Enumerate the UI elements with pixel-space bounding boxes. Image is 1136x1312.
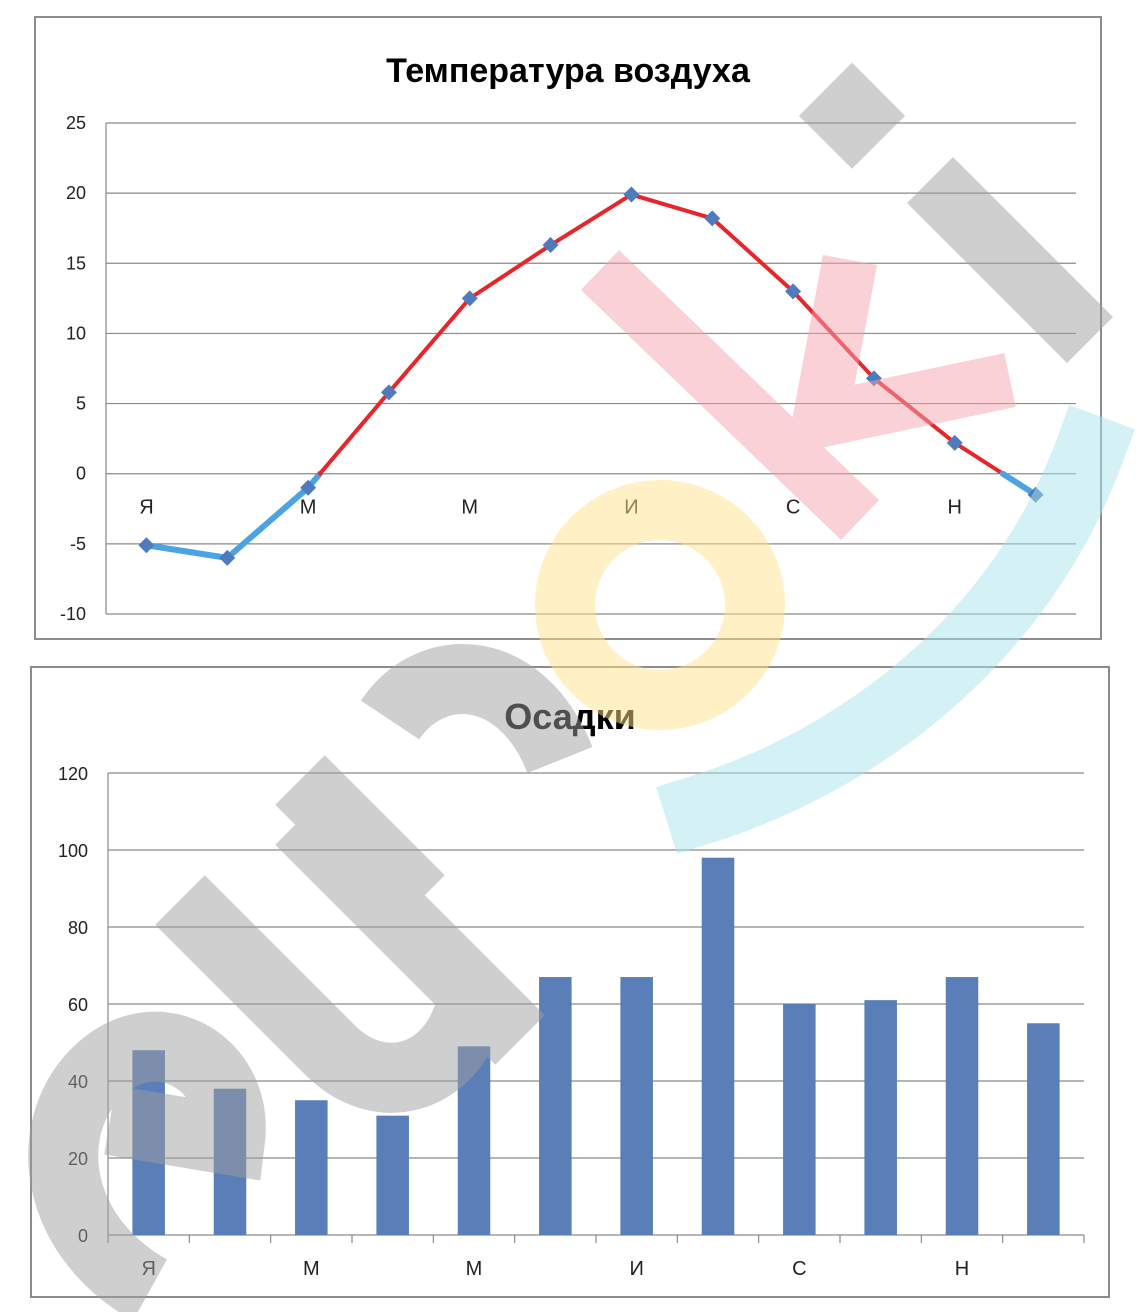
line-segment-above-zero bbox=[710, 216, 796, 294]
x-tick-label: С bbox=[786, 497, 800, 519]
line-segment-below-zero bbox=[224, 484, 312, 561]
chart-title: Температура воздуха bbox=[386, 52, 750, 90]
x-tick-label: Н bbox=[948, 497, 962, 519]
y-tick-label: -5 bbox=[70, 534, 86, 554]
x-tick-label: Я bbox=[139, 497, 153, 519]
line-segment-above-zero bbox=[629, 192, 715, 221]
bar bbox=[620, 977, 653, 1235]
temperature-chart-panel: Температура воздуха 25 20 15 10 5 0 -5 -10 Я М М И С… bbox=[34, 16, 1102, 640]
temperature-line-chart: 25 20 15 10 5 0 -5 -10 Я М М И С Н bbox=[60, 113, 1076, 624]
y-tick-label: 20 bbox=[68, 1149, 88, 1169]
data-point bbox=[138, 537, 155, 554]
y-tick-label: 10 bbox=[66, 323, 86, 343]
bar bbox=[376, 1115, 409, 1235]
x-tick-label: М bbox=[300, 497, 317, 519]
data-point bbox=[704, 210, 721, 227]
line-segment-above-zero bbox=[871, 376, 957, 445]
line-segment-above-zero bbox=[548, 192, 634, 248]
y-tick-label: 15 bbox=[66, 253, 86, 273]
x-tick-label: Н bbox=[955, 1258, 969, 1280]
bar bbox=[864, 1000, 897, 1235]
line-segment-above-zero bbox=[791, 289, 876, 381]
y-tick-label: 0 bbox=[78, 1226, 88, 1246]
y-tick-label: 25 bbox=[66, 113, 86, 133]
data-point bbox=[219, 549, 236, 566]
x-tick-label: И bbox=[624, 497, 638, 519]
line-segment-above-zero bbox=[952, 440, 1005, 476]
bar bbox=[1027, 1023, 1060, 1235]
x-tick-label: Я bbox=[141, 1258, 155, 1280]
x-tick-label: М bbox=[466, 1258, 483, 1280]
line-segment-above-zero bbox=[467, 243, 553, 301]
line-segment-below-zero bbox=[999, 470, 1039, 498]
bar bbox=[132, 1050, 165, 1235]
bar bbox=[213, 1088, 247, 1235]
y-tick-label: 20 bbox=[66, 183, 86, 203]
line-segment-above-zero bbox=[386, 296, 472, 395]
x-tick-label: С bbox=[792, 1258, 806, 1280]
y-tick-label: 100 bbox=[58, 841, 88, 861]
y-tick-label: -10 bbox=[60, 604, 86, 624]
data-point bbox=[461, 290, 478, 307]
y-tick-label: 60 bbox=[68, 995, 88, 1015]
precipitation-bar-chart: 120 100 80 60 40 20 0 Я М М И С Н bbox=[58, 764, 1085, 1280]
data-point bbox=[542, 237, 559, 254]
data-point bbox=[380, 384, 397, 401]
y-tick-label: 80 bbox=[68, 918, 88, 938]
line-segment-above-zero bbox=[317, 390, 391, 476]
bar bbox=[783, 1004, 816, 1235]
x-tick-label: М bbox=[461, 497, 478, 519]
y-tick-label: 120 bbox=[58, 764, 88, 784]
precipitation-chart-panel: Осадки 120 100 80 60 40 20 0 Я М М И С Н bbox=[30, 666, 1110, 1298]
x-tick-label: М bbox=[303, 1258, 320, 1280]
bar bbox=[701, 857, 735, 1235]
x-tick-label: И bbox=[629, 1258, 643, 1280]
bar bbox=[457, 1046, 491, 1235]
y-tick-label: 0 bbox=[76, 464, 86, 484]
bar bbox=[295, 1100, 328, 1235]
y-tick-label: 40 bbox=[68, 1072, 88, 1092]
bar bbox=[539, 977, 572, 1235]
bar bbox=[945, 977, 979, 1235]
data-point bbox=[300, 479, 317, 496]
y-tick-label: 5 bbox=[76, 394, 86, 414]
line-segment-below-zero bbox=[143, 542, 231, 561]
data-point bbox=[623, 186, 640, 203]
